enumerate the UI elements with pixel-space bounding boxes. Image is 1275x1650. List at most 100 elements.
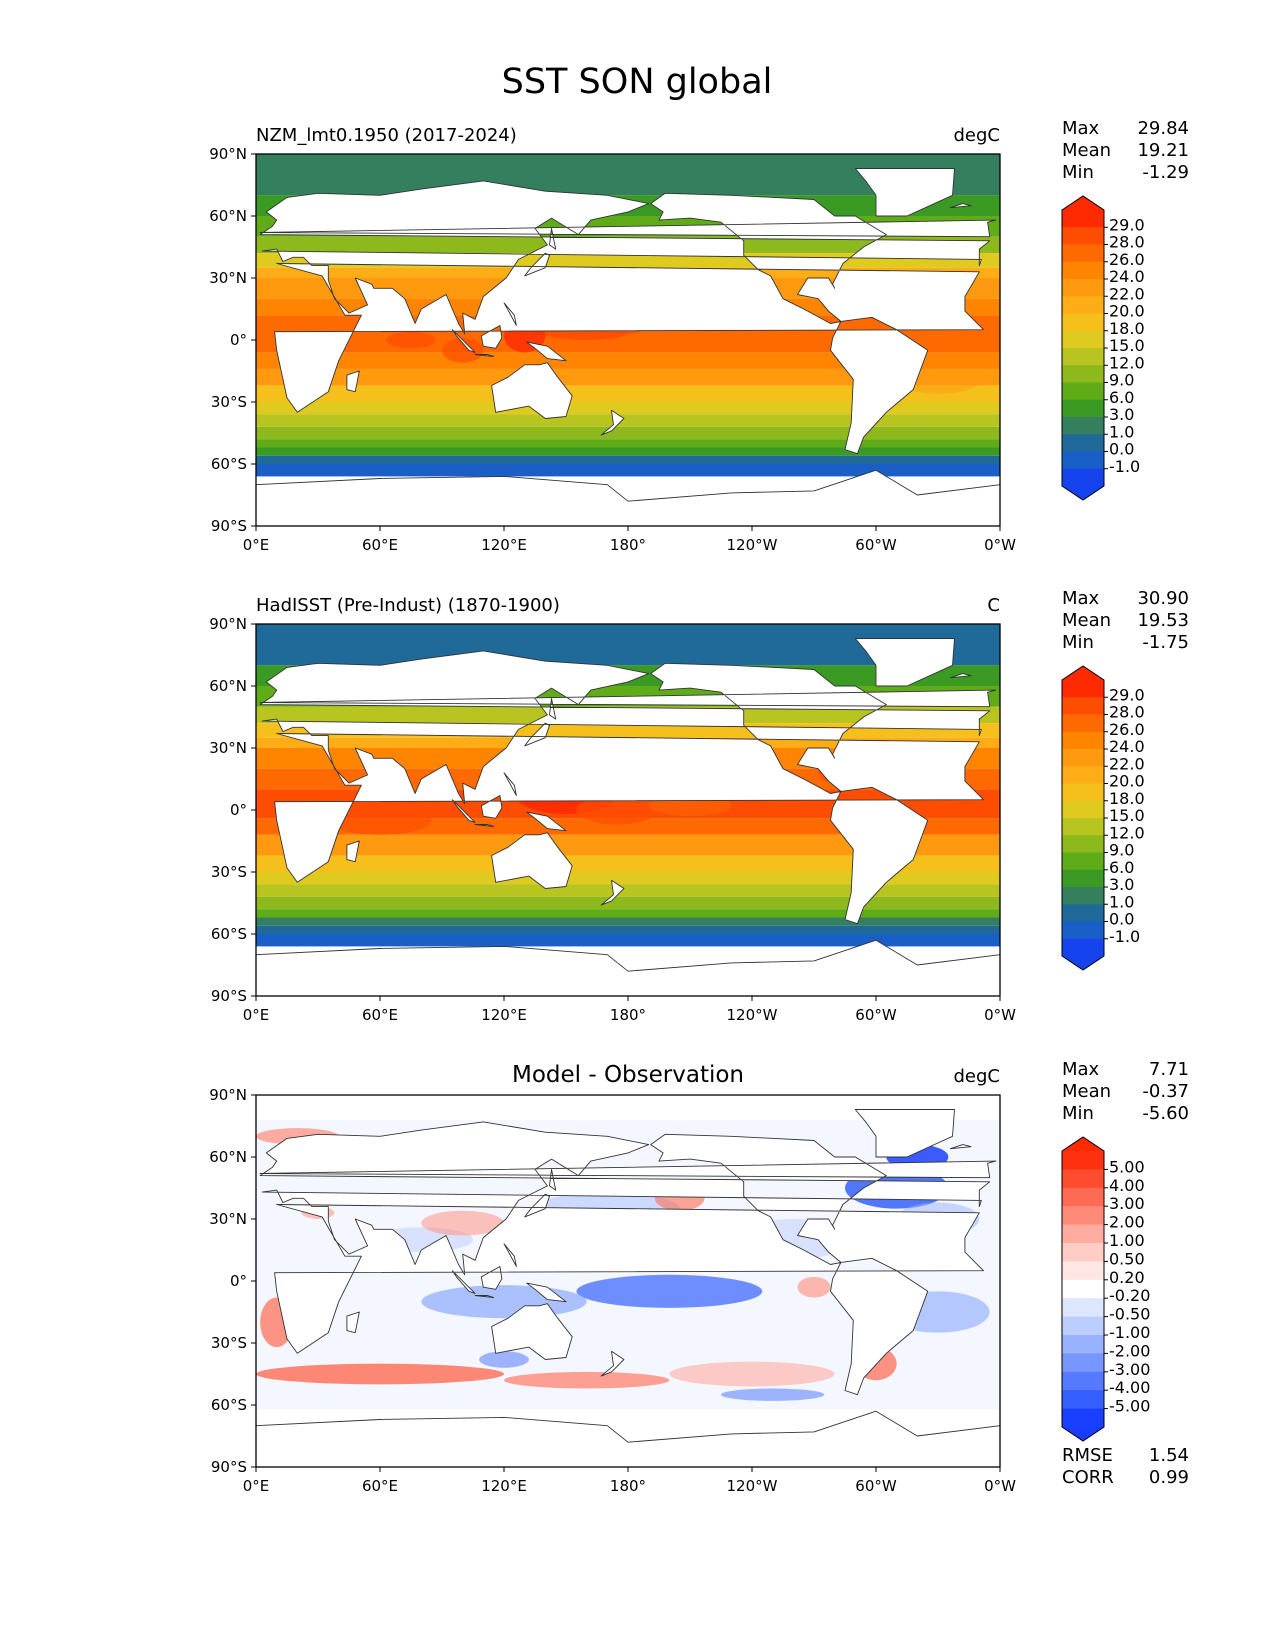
colorbar-label: 20.0 [1109,302,1145,321]
colorbar-label: 28.0 [1109,233,1145,252]
colorbar-min-arrow [1062,1427,1104,1441]
diff-anomaly-blob [256,1363,504,1385]
lon-tick-label: 60°W [855,1006,897,1024]
sst-band [256,352,1000,369]
sst-band [256,455,1000,464]
colorbar-label: 0.20 [1109,1268,1145,1287]
lat-tick-label: 60°S [211,925,247,943]
colorbar-label: -4.00 [1109,1378,1150,1397]
sst-anomaly-blob [442,337,484,363]
colorbar-label: 18.0 [1109,319,1145,338]
lon-tick-label: 60°E [362,536,398,554]
colorbar: 29.028.026.024.022.020.018.015.012.09.06… [1061,665,1145,971]
diff-anomaly-blob [504,1371,670,1389]
metric-value: 0.99 [1149,1467,1189,1488]
lat-tick-label: 0° [230,1272,247,1290]
lon-tick-label: 60°E [362,1477,398,1495]
sst-band [256,917,1000,926]
colorbar-swatch [1062,749,1104,767]
lat-tick-label: 30°N [209,269,247,287]
sst-band [256,447,1000,456]
colorbar-swatch [1062,818,1104,836]
stat-label: Mean [1062,1081,1111,1102]
colorbar-label: 29.0 [1109,685,1145,704]
colorbar-label: 1.00 [1109,1231,1145,1250]
sst-band [256,426,1000,440]
diff-anomaly-blob [797,1276,831,1298]
stat-label: Mean [1062,140,1111,161]
stat-value: -5.60 [1142,1103,1189,1124]
lon-tick-label: 60°W [855,1477,897,1495]
lat-tick-label: 30°S [211,863,247,881]
sst-band [256,368,1000,386]
colorbar-swatch [1062,1335,1104,1354]
colorbar-swatch [1062,783,1104,802]
colorbar-label: 12.0 [1109,823,1145,842]
stat-value: 19.21 [1137,140,1189,161]
colorbar-label: -1.0 [1109,457,1140,476]
stat-label: Max [1062,118,1100,139]
colorbar-label: 9.0 [1109,371,1134,390]
stat-value: 29.84 [1137,118,1189,139]
lon-tick-label: 0°E [243,1477,270,1495]
colorbar-label: -2.00 [1109,1341,1150,1360]
colorbar-swatch [1062,731,1104,750]
colorbar-swatch [1062,835,1104,853]
colorbar-swatch [1062,210,1104,228]
colorbar-swatch [1062,1206,1104,1226]
sst-band [256,385,1000,402]
colorbar-swatch [1062,714,1104,733]
colorbar-swatch [1062,1298,1104,1318]
colorbar-swatch [1062,1243,1104,1262]
metric-value: 1.54 [1149,1445,1189,1466]
lon-tick-label: 60°W [855,536,897,554]
stat-label: Mean [1062,610,1111,631]
panel-1: 90°N 60°N 30°N 0° 30°S 60°S 90°S0°E 60°E 120°E 18… [209,118,1189,554]
colorbar-swatch [1062,313,1104,332]
colorbar-label: 6.0 [1109,388,1134,407]
colorbar-label: 2.00 [1109,1213,1145,1232]
colorbar-label: 3.00 [1109,1194,1145,1213]
lon-tick-label: 0°W [984,1006,1016,1024]
stat-value: -0.37 [1142,1081,1189,1102]
colorbar-swatch [1062,800,1104,819]
colorbar-label: -1.0 [1109,927,1140,946]
sst-band [256,414,1000,427]
lat-tick-label: 60°S [211,1396,247,1414]
colorbar-swatch [1062,852,1104,871]
coastline [256,638,1000,996]
colorbar-swatch [1062,365,1104,383]
sst-band [256,872,1000,885]
colorbar-swatch [1062,1353,1104,1373]
lat-tick-label: 90°N [209,145,247,163]
colorbar-label: 0.50 [1109,1249,1145,1268]
panel-3: 90°N 60°N 30°N 0° 30°S 60°S 90°S0°E 60°E 120°E 18… [209,1059,1189,1495]
sst-band [256,834,1000,856]
stat-value: 30.90 [1137,588,1189,609]
coastline [256,168,1000,526]
lon-tick-label: 120°W [727,1006,778,1024]
lon-tick-label: 60°E [362,1006,398,1024]
panel-units: degC [954,1066,1001,1087]
colorbar-swatch [1062,1187,1104,1207]
colorbar-swatch [1062,904,1104,922]
lat-tick-label: 90°S [211,987,247,1005]
lat-tick-label: 60°N [209,677,247,695]
sst-band [256,402,1000,415]
colorbar-label: 24.0 [1109,737,1145,756]
lat-tick-label: 90°N [209,615,247,633]
colorbar-swatch [1062,382,1104,401]
lon-tick-label: 0°E [243,536,270,554]
panel-title-left: HadISST (Pre-Indust) (1870-1900) [256,595,560,616]
sst-field [256,1095,1000,1467]
colorbar-label: 22.0 [1109,754,1145,773]
lat-tick-label: 60°N [209,1148,247,1166]
diff-anomaly-blob [576,1274,763,1308]
colorbar-label: 18.0 [1109,789,1145,808]
sst-band [256,934,1000,947]
panel-2: 90°N 60°N 30°N 0° 30°S 60°S 90°S0°E 60°E 120°E 18… [209,588,1189,1024]
colorbar-swatch [1062,697,1104,715]
lon-tick-label: 180° [610,1006,646,1024]
colorbar-swatch [1062,938,1104,957]
